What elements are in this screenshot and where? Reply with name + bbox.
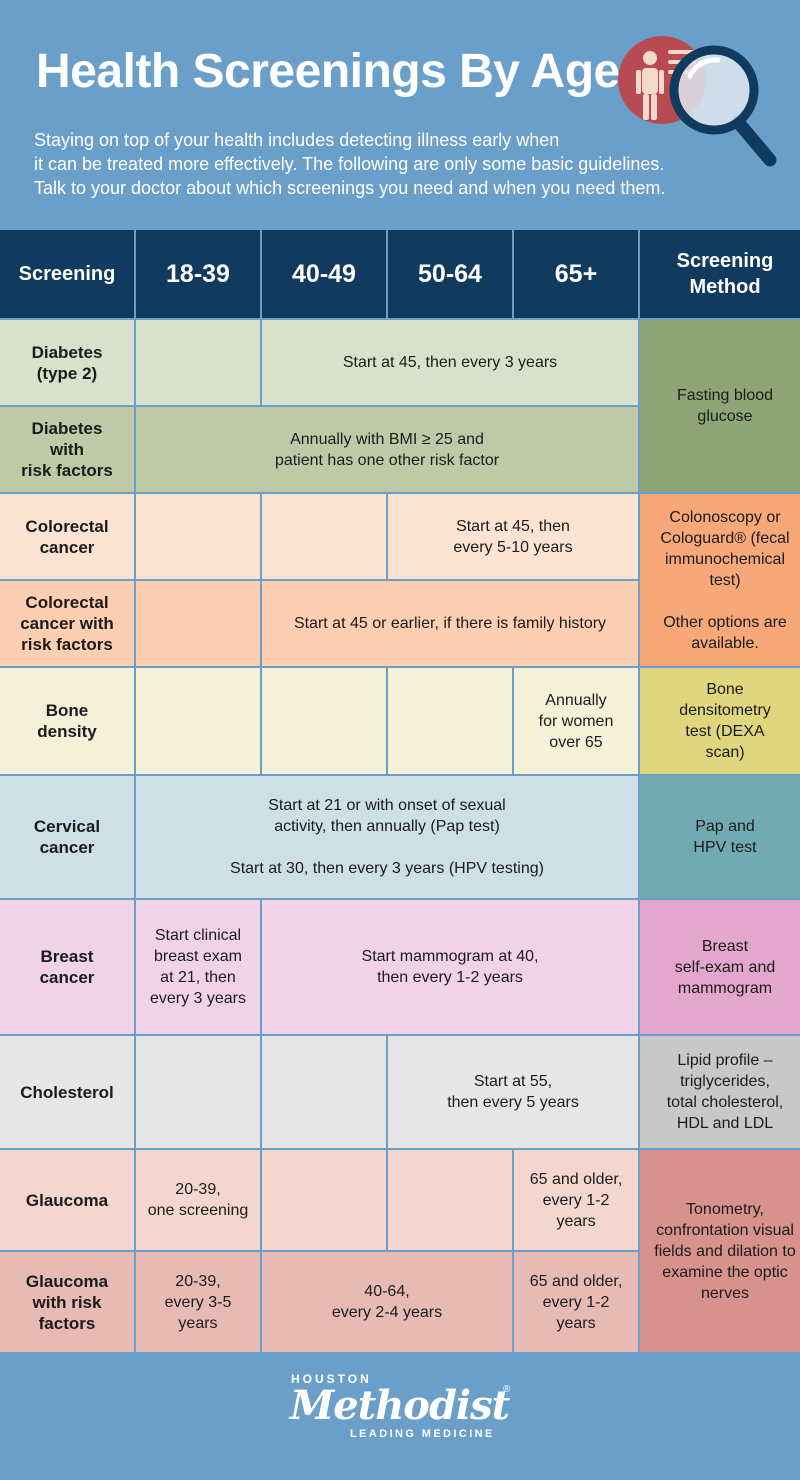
header-method: Screening Method <box>640 230 800 318</box>
glaucoma-risk-guidance-40-64: 40-64, every 2-4 years <box>262 1252 512 1352</box>
glaucoma-guidance-18-39: 20-39, one screening <box>136 1150 260 1250</box>
colorectal-risk-guidance: Start at 45 or earlier, if there is fami… <box>262 581 638 666</box>
intro-line: it can be treated more effectively. The … <box>34 154 665 174</box>
intro-text: Staying on top of your health includes d… <box>34 128 754 200</box>
logo-houston: HOUSTON <box>291 1372 372 1386</box>
row-name-diabetes-risk: Diabetes with risk factors <box>0 407 134 492</box>
diabetes-method: Fasting blood glucose <box>640 320 800 492</box>
header-age-18-39: 18-39 <box>136 230 260 318</box>
logo-tagline: LEADING MEDICINE <box>350 1428 495 1440</box>
cholesterol-method: Lipid profile – triglycerides, total cho… <box>640 1036 800 1148</box>
cholesterol-guidance: Start at 55, then every 5 years <box>388 1036 638 1148</box>
glaucoma-risk-guidance-18-39: 20-39, every 3-5 years <box>136 1252 260 1352</box>
row-name-colorectal: Colorectal cancer <box>0 494 134 579</box>
row-name-bone-density: Bone density <box>0 668 134 774</box>
breast-guidance-18-39: Start clinical breast exam at 21, then e… <box>136 900 260 1034</box>
cervical-method: Pap and HPV test <box>640 776 800 898</box>
breast-method: Breast self-exam and mammogram <box>640 900 800 1034</box>
bone-guidance: Annually for women over 65 <box>514 668 638 774</box>
row-name-glaucoma: Glaucoma <box>0 1150 134 1250</box>
row-name-diabetes: Diabetes (type 2) <box>0 320 134 405</box>
empty-cell <box>136 1036 260 1148</box>
empty-cell <box>136 494 260 579</box>
logo-brand: Methodist <box>290 1382 510 1429</box>
header-screening: Screening <box>0 230 134 318</box>
empty-cell <box>136 320 260 405</box>
intro-line: Staying on top of your health includes d… <box>34 130 560 150</box>
breast-guidance-40-plus: Start mammogram at 40, then every 1-2 ye… <box>262 900 638 1034</box>
header-age-50-64: 50-64 <box>388 230 512 318</box>
empty-cell <box>136 581 260 666</box>
bone-method: Bone densitometry test (DEXA scan) <box>640 668 800 774</box>
empty-cell <box>262 494 386 579</box>
row-name-colorectal-risk: Colorectal cancer with risk factors <box>0 581 134 666</box>
row-name-cholesterol: Cholesterol <box>0 1036 134 1148</box>
magnifier-icon <box>669 45 777 167</box>
empty-cell <box>262 1036 386 1148</box>
header-age-40-49: 40-49 <box>262 230 386 318</box>
colorectal-method: Colonoscopy or Cologuard® (fecal immunoc… <box>640 494 800 666</box>
glaucoma-method: Tonometry, confrontation visual fields a… <box>640 1150 800 1352</box>
row-name-cervical: Cervical cancer <box>0 776 134 898</box>
diabetes-risk-guidance: Annually with BMI ≥ 25 and patient has o… <box>136 407 638 492</box>
intro-line: Talk to your doctor about which screenin… <box>34 178 666 198</box>
footer-logo: HOUSTON Methodist ® LEADING MEDICINE <box>0 1332 800 1480</box>
screening-table: Screening 18-39 40-49 50-64 65+ Screenin… <box>0 230 800 1352</box>
header-age-65-plus: 65+ <box>514 230 638 318</box>
row-name-glaucoma-risk: Glaucoma with risk factors <box>0 1252 134 1352</box>
cervical-guidance: Start at 21 or with onset of sexual acti… <box>136 776 638 898</box>
empty-cell <box>262 1150 386 1250</box>
glaucoma-risk-guidance-65-plus: 65 and older, every 1-2 years <box>514 1252 638 1352</box>
empty-cell <box>388 668 512 774</box>
screening-illustration <box>618 36 777 167</box>
logo-registered-mark: ® <box>503 1384 511 1395</box>
glaucoma-guidance-65-plus: 65 and older, every 1-2 years <box>514 1150 638 1250</box>
colorectal-guidance: Start at 45, then every 5-10 years <box>388 494 638 579</box>
row-name-breast: Breast cancer <box>0 900 134 1034</box>
empty-cell <box>388 1150 512 1250</box>
empty-cell <box>262 668 386 774</box>
page-title: Health Screenings By Age <box>36 45 620 98</box>
empty-cell <box>136 668 260 774</box>
diabetes-guidance: Start at 45, then every 3 years <box>262 320 638 405</box>
